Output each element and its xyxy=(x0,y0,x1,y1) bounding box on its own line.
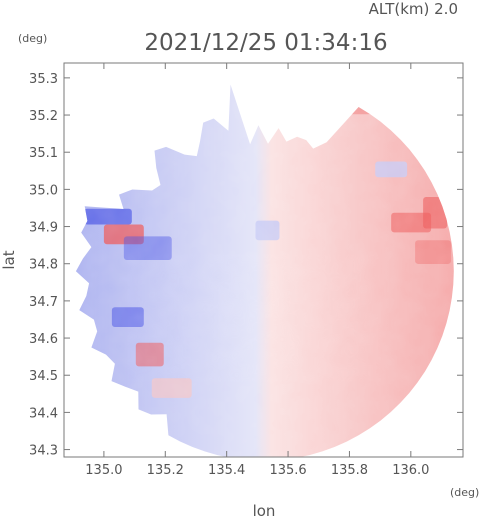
lon-unit-label: (deg) xyxy=(450,486,479,499)
y-tick-label: 35.2 xyxy=(29,109,58,124)
y-tick-label: 34.8 xyxy=(29,258,58,273)
y-tick-label: 34.9 xyxy=(29,221,58,236)
x-tick-label: 136.0 xyxy=(392,463,429,478)
radar-field xyxy=(75,84,454,457)
x-axis-label: lon xyxy=(253,502,276,520)
y-tick-label: 35.0 xyxy=(29,183,58,198)
x-tick-label: 135.4 xyxy=(208,463,245,478)
x-axis: 135.0 135.2 135.4 135.6 135.8 136.0 xyxy=(85,63,429,478)
y-tick-label: 34.7 xyxy=(29,295,58,310)
y-tick-label: 34.4 xyxy=(29,406,58,421)
altitude-label: ALT(km) 2.0 xyxy=(369,0,458,18)
lat-unit-label: (deg) xyxy=(18,32,47,45)
y-tick-label: 34.5 xyxy=(29,369,58,384)
y-tick-label: 34.6 xyxy=(29,332,58,347)
y-tick-label: 35.1 xyxy=(29,146,58,161)
x-tick-label: 135.0 xyxy=(85,463,122,478)
x-tick-label: 135.6 xyxy=(269,463,306,478)
x-tick-label: 135.2 xyxy=(147,463,184,478)
plot-frame xyxy=(63,62,464,458)
timestamp-title: 2021/12/25 01:34:16 xyxy=(144,30,387,56)
y-tick-label: 34.3 xyxy=(29,444,58,459)
x-tick-label: 135.8 xyxy=(331,463,368,478)
y-tick-label: 35.3 xyxy=(29,72,58,87)
y-axis-label: lat xyxy=(0,250,18,269)
y-axis: 34.3 34.4 34.5 34.6 34.7 34.8 34.9 35.0 35.1 35.2… xyxy=(29,72,463,459)
texture-overlay xyxy=(75,84,454,457)
